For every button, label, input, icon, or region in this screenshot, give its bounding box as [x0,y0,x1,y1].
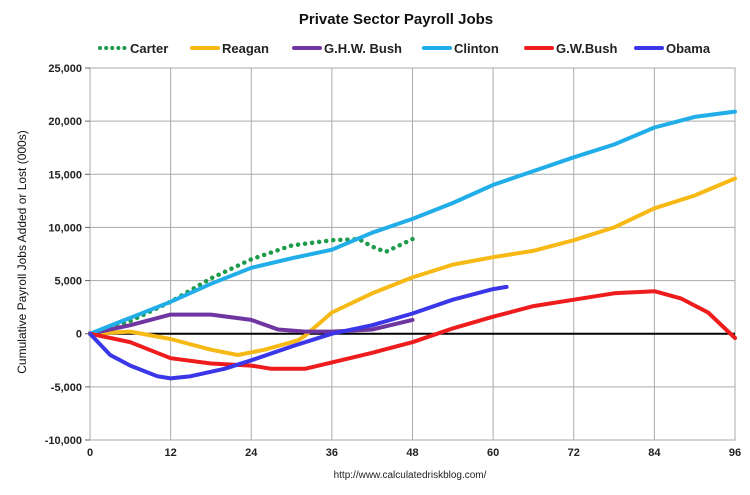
series-line-reagan [88,176,737,357]
y-tick-label: -10,000 [45,435,82,447]
y-tick-label: 0 [76,329,82,341]
source-label: http://www.calculatedriskblog.com/ [334,470,487,481]
series-line-obama [88,284,509,381]
axes: 0 12 24 36 48 60 72 84 96 -10,000 -5,000 0 5,000 10,0… [45,63,741,459]
series-group [87,109,737,381]
x-tick-label: 72 [568,447,580,459]
y-tick-label: 5,000 [54,276,82,288]
chart-title: Private Sector Payroll Jobs [299,11,493,28]
legend-label-g-h-w-bush: G.H.W. Bush [324,41,402,56]
legend-label-clinton: Clinton [454,41,499,56]
y-tick-label: 25,000 [48,63,82,75]
x-tick-label: 96 [729,447,741,459]
legend-label-g-w-bush: G.W.Bush [556,41,617,56]
legend-label-reagan: Reagan [222,41,269,56]
x-tick-label: 12 [165,447,177,459]
legend-label-carter: Carter [130,41,168,56]
x-tick-label: 60 [487,447,499,459]
x-tick-label: 84 [648,447,661,459]
x-tick-label: 0 [87,447,93,459]
y-axis-label: Cumulative Payroll Jobs Added or Lost (0… [15,130,29,373]
legend: Carter Reagan G.H.W. Bush Clinton G.W.Bush Ob… [98,41,711,56]
y-tick-label: -5,000 [51,382,82,394]
series-line-g-w-bush [88,289,737,371]
x-tick-label: 48 [406,447,418,459]
y-tick-label: 20,000 [48,116,82,128]
grid [89,67,736,441]
x-tick-label: 24 [245,447,258,459]
y-tick-label: 10,000 [48,222,82,234]
x-tick-label: 36 [326,447,338,459]
y-tick-label: 15,000 [48,169,82,181]
legend-label-obama: Obama [666,41,711,56]
series-line-clinton [88,109,737,336]
